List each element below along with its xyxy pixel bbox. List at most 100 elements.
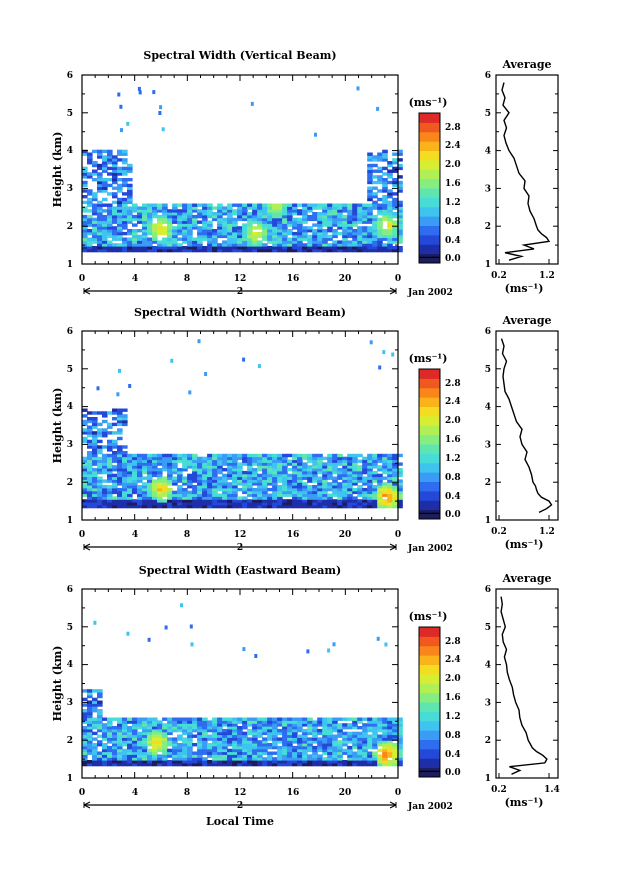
heatmap-cell xyxy=(322,243,328,247)
heatmap-cell xyxy=(227,462,233,466)
heatmap-cell xyxy=(367,152,373,156)
heatmap-cell xyxy=(242,762,248,767)
heatmap-cell xyxy=(367,496,373,500)
heatmap-cell xyxy=(172,476,178,480)
heatmap-cell xyxy=(262,231,268,236)
heatmap-cell xyxy=(387,745,393,750)
heatmap-cell xyxy=(277,456,283,461)
heatmap-cell xyxy=(152,485,158,489)
heatmap-cell xyxy=(242,246,248,250)
heatmap-cell xyxy=(372,476,378,480)
heatmap-cell xyxy=(382,754,388,758)
heatmap-cell xyxy=(147,720,153,724)
heatmap-cell xyxy=(272,723,278,727)
heatmap-cell xyxy=(387,728,393,733)
heatmap-cell xyxy=(267,465,273,469)
heatmap-cell xyxy=(337,734,343,738)
heatmap-cell xyxy=(312,462,318,466)
heatmap-cell xyxy=(87,703,93,707)
heatmap-cell xyxy=(112,431,118,435)
heatmap-cell xyxy=(132,459,138,463)
heatmap-cell xyxy=(327,743,333,747)
heatmap-cell xyxy=(227,240,233,244)
heatmap-cell xyxy=(122,161,128,165)
heatmap-cell xyxy=(297,240,303,244)
y-tick-label: 6 xyxy=(67,71,73,81)
heatmap-cell xyxy=(127,726,133,730)
heatmap-cell xyxy=(187,731,193,736)
heatmap-cell xyxy=(397,470,403,475)
heatmap-cell xyxy=(262,479,268,483)
heatmap-cell xyxy=(387,465,393,469)
heatmap-cell xyxy=(342,485,348,489)
heatmap-cell xyxy=(82,200,88,205)
heatmap-cell xyxy=(312,214,318,219)
heatmap-cell xyxy=(116,392,120,397)
x-tick-label: 4 xyxy=(132,530,138,540)
heatmap-cell xyxy=(297,745,303,750)
heatmap-cell xyxy=(347,234,353,239)
heatmap-cell xyxy=(382,462,388,466)
heatmap-cell xyxy=(391,352,395,357)
heatmap-cell xyxy=(157,482,163,486)
heatmap-cell xyxy=(172,237,178,241)
heatmap-cell xyxy=(367,180,373,185)
heatmap-cell xyxy=(387,476,393,480)
heatmap-cell xyxy=(292,234,298,239)
heatmap-cell xyxy=(187,728,193,733)
heatmap-cell xyxy=(107,192,113,196)
heatmap-cell xyxy=(312,504,318,509)
heatmap-cell xyxy=(272,496,278,500)
heatmap-cell xyxy=(197,203,203,207)
heatmap-cell xyxy=(262,493,268,497)
heatmap-cell xyxy=(382,740,388,744)
heatmap-cell xyxy=(222,223,228,227)
heatmap-cell xyxy=(112,180,118,185)
heatmap-cell xyxy=(197,496,203,500)
heatmap-cell xyxy=(282,726,288,730)
heatmap-cell xyxy=(107,493,113,497)
heatmap-cell xyxy=(302,751,308,755)
heatmap-cell xyxy=(112,734,118,738)
heatmap-cell xyxy=(292,728,298,733)
heatmap-cell xyxy=(107,234,113,239)
colorbar-segment xyxy=(419,188,440,198)
heatmap-cell xyxy=(87,220,93,224)
heatmap-cell xyxy=(262,731,268,736)
heatmap-cell xyxy=(382,197,388,202)
heatmap-cell xyxy=(377,754,383,758)
heatmap-cell xyxy=(190,642,194,647)
heatmap-cell xyxy=(397,482,403,486)
heatmap-cell xyxy=(172,456,178,461)
heatmap-cell xyxy=(382,186,388,190)
heatmap-cell xyxy=(302,754,308,758)
heatmap-cell xyxy=(392,493,398,497)
heatmap-cell xyxy=(82,502,88,506)
heatmap-cell xyxy=(372,493,378,497)
heatmap-cell xyxy=(92,172,98,176)
heatmap-cell xyxy=(97,709,103,713)
heatmap-cell xyxy=(92,482,98,486)
heatmap-cell xyxy=(367,482,373,486)
heatmap-cell xyxy=(117,734,123,738)
heatmap-cell xyxy=(282,731,288,736)
heatmap-cell xyxy=(362,487,368,492)
heatmap-cell xyxy=(117,493,123,497)
heatmap-cell xyxy=(217,748,223,753)
heatmap-cell xyxy=(337,751,343,755)
heatmap-cell xyxy=(162,493,168,497)
heatmap-cell xyxy=(122,243,128,247)
heatmap-cell xyxy=(217,726,223,730)
heatmap-cell xyxy=(312,243,318,247)
heatmap-cell xyxy=(322,473,328,478)
heatmap-cell xyxy=(147,504,153,509)
heatmap-cell xyxy=(122,751,128,755)
heatmap-cell xyxy=(182,214,188,219)
heatmap-cell xyxy=(237,214,243,219)
heatmap-cell xyxy=(382,482,388,486)
heatmap-cell xyxy=(212,482,218,486)
heatmap-cell xyxy=(307,490,313,495)
heatmap-cell xyxy=(372,192,378,196)
heatmap-cell xyxy=(237,206,243,210)
heatmap-cell xyxy=(87,493,93,497)
